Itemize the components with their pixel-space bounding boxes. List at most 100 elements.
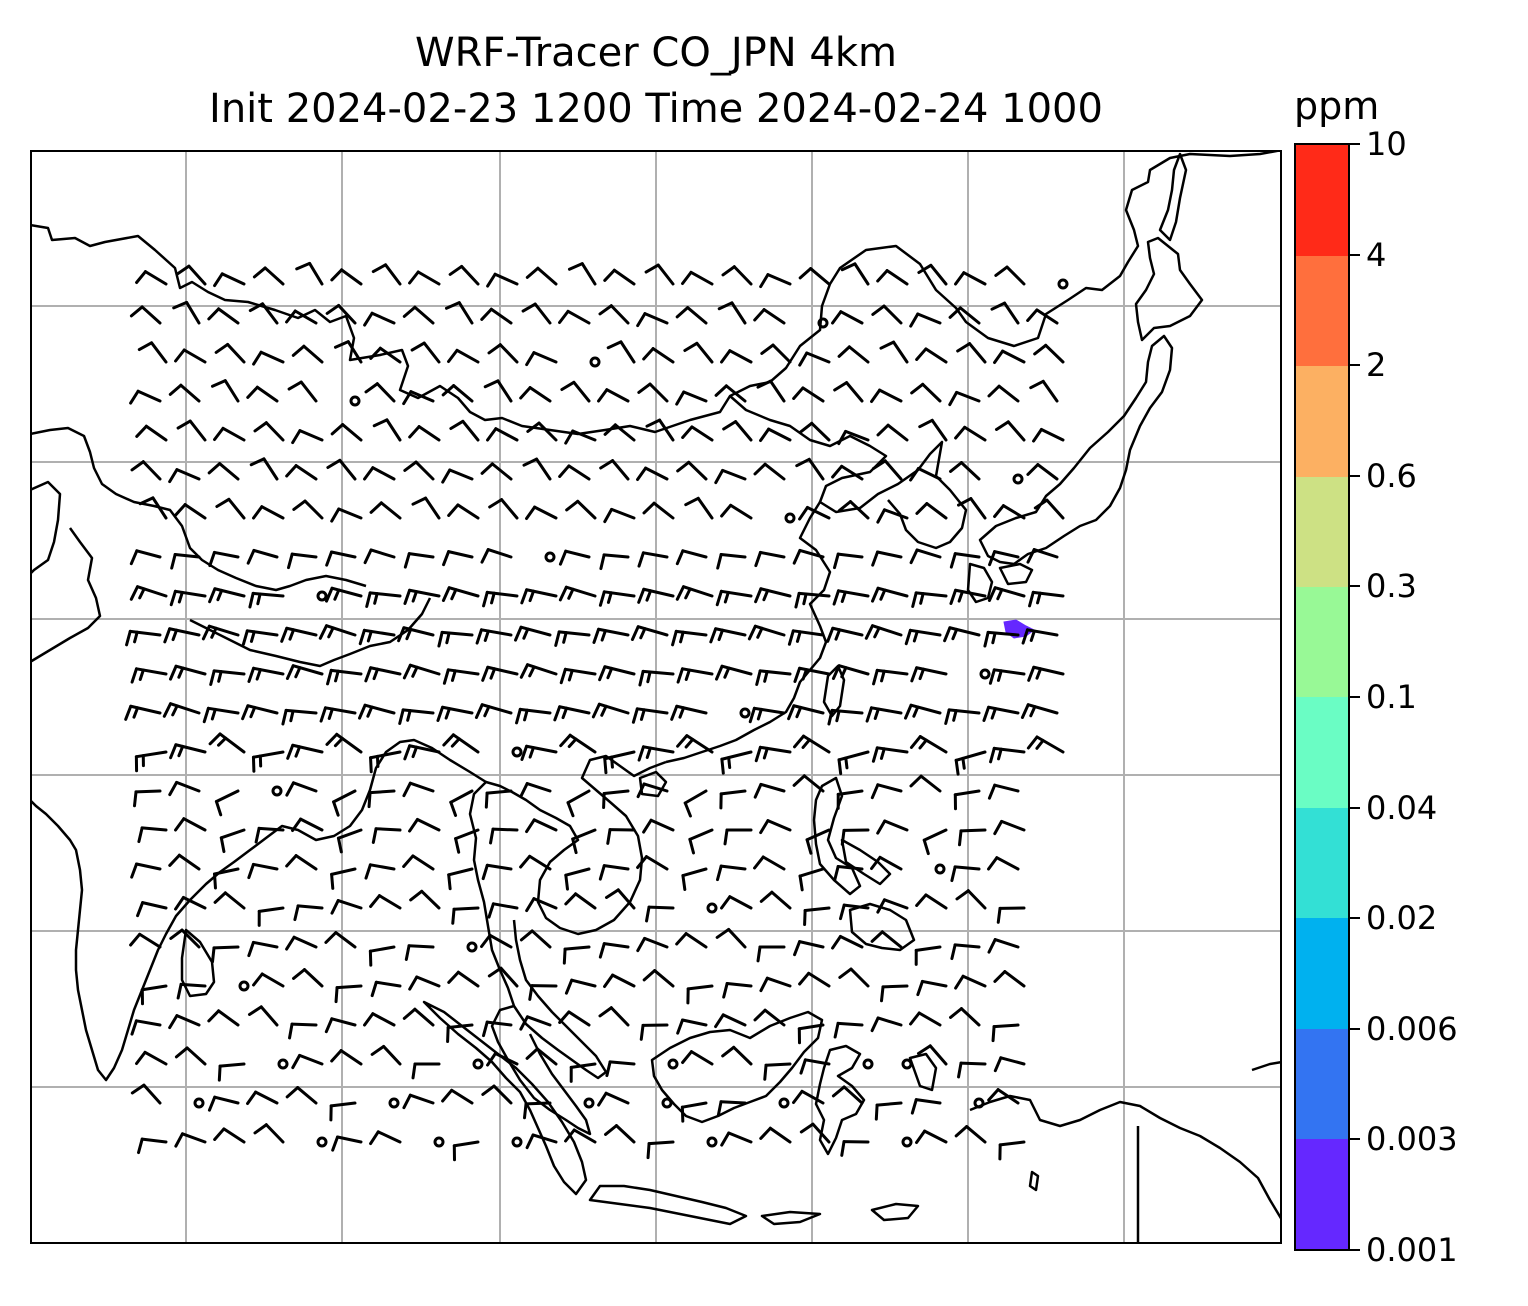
wind-barb-flag bbox=[289, 709, 295, 723]
wind-barb bbox=[754, 587, 792, 604]
wind-barb-flag bbox=[291, 817, 303, 833]
wind-barb bbox=[957, 1061, 987, 1079]
wind-barb bbox=[285, 935, 318, 951]
wind-barb-flag bbox=[402, 1007, 417, 1020]
wind-barb bbox=[876, 269, 909, 286]
wind-barb-flag bbox=[871, 746, 879, 763]
wind-barb-flag bbox=[325, 732, 339, 746]
map-panel bbox=[30, 150, 1282, 1244]
wind-barb-shaft bbox=[681, 1018, 708, 1027]
wind-barb-shaft bbox=[870, 624, 903, 637]
wind-barb bbox=[137, 826, 168, 844]
wind-barb-shaft bbox=[930, 418, 948, 442]
wind-barb bbox=[714, 384, 747, 403]
wind-barb-shaft bbox=[456, 503, 480, 520]
wind-barb bbox=[756, 945, 786, 963]
wind-barb bbox=[1026, 735, 1065, 754]
wind-barb-flag bbox=[840, 828, 846, 846]
wind-barb-shaft bbox=[759, 782, 786, 793]
wind-barb-shaft bbox=[682, 390, 708, 403]
wind-barb-flag bbox=[636, 782, 646, 799]
wind-barb bbox=[603, 268, 636, 286]
wind-barb-shaft bbox=[908, 628, 942, 637]
wind-barb-shaft bbox=[338, 458, 357, 481]
wind-barb bbox=[709, 627, 747, 644]
wind-barb-shaft bbox=[729, 503, 753, 520]
wind-barb-shaft bbox=[223, 891, 246, 910]
wind-barb-flag bbox=[799, 1122, 815, 1134]
wind-barb-flag bbox=[716, 552, 723, 570]
wind-barb-shaft bbox=[765, 976, 792, 988]
wind-barb-calm bbox=[544, 551, 556, 563]
wind-barb bbox=[402, 305, 435, 325]
wind-barb bbox=[840, 1140, 870, 1157]
chart-title-line1: WRF-Tracer CO_JPN 4km bbox=[415, 30, 897, 76]
wind-barb-flag bbox=[202, 706, 210, 724]
wind-barb-flag bbox=[871, 550, 880, 567]
wind-barb-shaft bbox=[449, 789, 474, 804]
wind-barb-shaft bbox=[768, 1126, 792, 1144]
wind-barb-flag bbox=[798, 351, 809, 367]
wind-barb-flag bbox=[369, 894, 381, 908]
wind-barb-shaft bbox=[798, 867, 825, 878]
wind-barb-shaft bbox=[135, 862, 162, 871]
wind-barb-flag bbox=[994, 265, 1009, 277]
wind-barb-flag bbox=[831, 1085, 846, 1098]
wind-barb-flag bbox=[366, 705, 374, 718]
wind-barb-flag bbox=[604, 888, 620, 899]
wind-barb-flag bbox=[603, 973, 615, 989]
wind-barb-shaft bbox=[918, 735, 948, 754]
wind-barb-shaft bbox=[759, 587, 792, 598]
wind-barb bbox=[560, 380, 591, 403]
wind-barb-flag bbox=[603, 268, 616, 282]
wind-barb bbox=[870, 855, 903, 871]
wind-barb bbox=[564, 1128, 597, 1144]
wind-barb bbox=[201, 624, 240, 641]
wind-barb-shaft bbox=[415, 975, 441, 988]
wind-barb bbox=[792, 1089, 825, 1105]
wind-barb-shaft bbox=[767, 427, 792, 442]
wind-barb-flag bbox=[163, 627, 172, 644]
wind-barb-shaft bbox=[480, 703, 513, 715]
wind-barb-shaft bbox=[803, 906, 831, 913]
wind-barb-flag bbox=[681, 270, 693, 286]
colorbar-tick bbox=[1350, 696, 1360, 698]
wind-barb bbox=[129, 389, 162, 405]
wind-barb-flag bbox=[638, 669, 645, 687]
wind-barb bbox=[168, 853, 201, 871]
wind-barb bbox=[564, 892, 597, 910]
wind-barb bbox=[285, 309, 318, 325]
wind-barb-shaft bbox=[915, 666, 948, 676]
wind-barb bbox=[285, 664, 324, 681]
wind-barb-shaft bbox=[452, 384, 474, 403]
wind-barb-shaft bbox=[182, 817, 207, 832]
coastline-timor bbox=[870, 1202, 920, 1222]
wind-barb-shaft bbox=[883, 459, 903, 481]
wind-barb-shaft bbox=[185, 300, 201, 325]
wind-barb bbox=[714, 1013, 747, 1029]
wind-barb-flag bbox=[1035, 739, 1045, 750]
wind-barb-shaft bbox=[134, 750, 168, 759]
wind-barb bbox=[559, 667, 597, 685]
wind-barb-shaft bbox=[1003, 301, 1020, 325]
wind-barb-shaft bbox=[532, 897, 558, 910]
wind-barb-flag bbox=[481, 1084, 496, 1096]
wind-barb-flag bbox=[564, 978, 574, 995]
wind-barb-flag bbox=[562, 631, 568, 644]
wind-barb-shaft bbox=[140, 984, 168, 992]
wind-barb-flag bbox=[714, 384, 728, 397]
wind-barb bbox=[606, 828, 636, 845]
wind-barb bbox=[514, 625, 552, 642]
wind-barb bbox=[987, 586, 1026, 603]
wind-barb-flag bbox=[450, 669, 457, 682]
wind-barb-flag bbox=[138, 668, 145, 682]
colorbar-segment bbox=[1296, 1028, 1348, 1140]
wind-barb-shaft bbox=[337, 303, 357, 325]
wind-barb-flag bbox=[949, 461, 963, 473]
wind-barb bbox=[484, 789, 513, 809]
wind-barb-shaft bbox=[959, 461, 981, 481]
wind-barb bbox=[917, 263, 948, 286]
wind-barb bbox=[257, 906, 285, 927]
wind-barb-flag bbox=[872, 668, 879, 686]
wind-barb bbox=[564, 429, 597, 445]
